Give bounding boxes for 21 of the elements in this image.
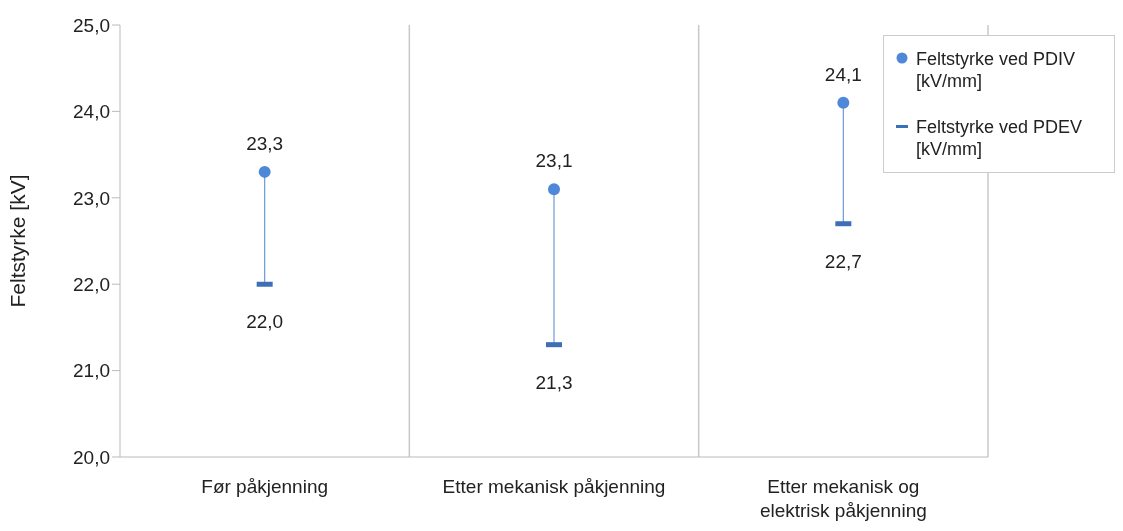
y-tick-label: 25,0 [73,14,110,36]
y-tick-label: 24,0 [73,101,110,123]
point [548,183,560,196]
data-label: 22,0 [246,311,284,333]
y-tick-label: 21,0 [73,360,110,382]
data-label: 22,7 [824,250,862,272]
data-label: 23,3 [246,132,284,154]
data-label: 24,1 [824,63,862,85]
x-tick-label: Før påkjenning [201,476,329,497]
y-axis-title: Feltstyrke [kV] [6,174,30,308]
legend-label: Feltstyrke ved PDEV [kV/mm] [916,116,1084,160]
y-tick-label: 22,0 [73,273,110,295]
point [258,165,271,178]
x-tick-label: Etter mekanisk påkjenning [442,476,666,497]
y-tick-label: 20,0 [73,446,110,468]
data-label: 23,1 [535,150,573,172]
point [837,96,850,109]
x-tick-label: Etter mekanisk og elektrisk påkjenning [759,476,927,521]
y-tick-label: 23,0 [73,187,110,209]
legend-label: Feltstyrke ved PDIV [kV/mm] [916,48,1077,92]
data-label: 21,3 [535,371,573,393]
